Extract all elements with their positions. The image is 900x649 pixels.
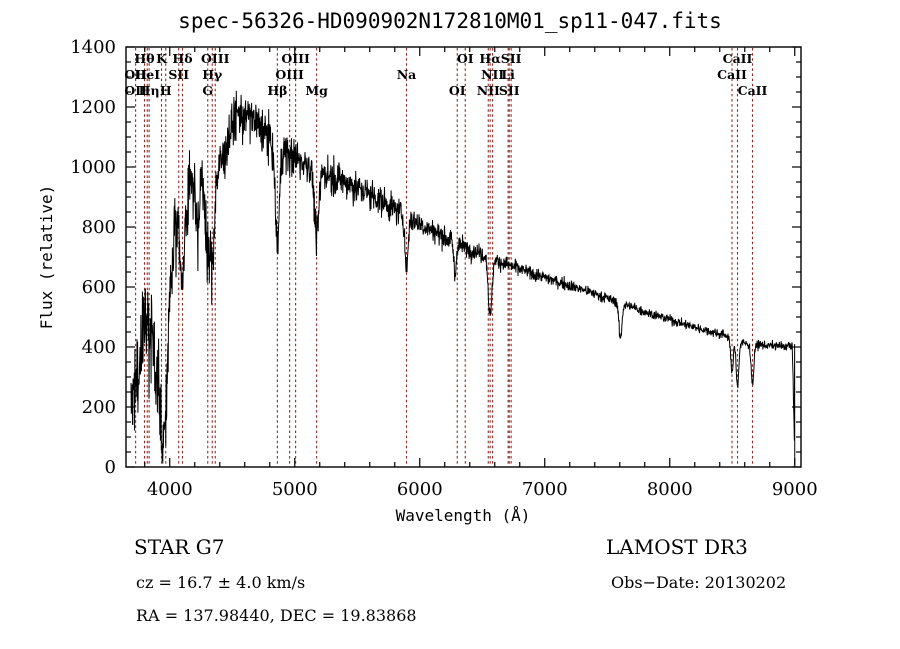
spectral-line-label: K <box>156 51 168 66</box>
spectral-line-label: NII <box>477 83 500 98</box>
spectral-line-label: SII <box>168 67 189 82</box>
spectral-line-label: OIII <box>281 51 310 66</box>
spectral-line-label: HeI <box>134 67 160 82</box>
spectral-line-labels: OIIOIIHθHeIHηKHSIIHδGHγOIIIHβOIIIOIIIMgN… <box>124 51 767 98</box>
object-class: STAR G7 <box>134 535 225 559</box>
spectral-line-label: OI <box>457 51 474 66</box>
x-tick-label: 7000 <box>522 479 568 500</box>
spectral-line-label: OIII <box>275 67 304 82</box>
spectral-line-label: G <box>202 83 213 98</box>
spectral-line-label: Hβ <box>267 83 287 98</box>
spectral-line-label: Hη <box>139 83 160 98</box>
y-tick-label: 400 <box>82 337 116 358</box>
x-axis-label: Wavelength (Å) <box>396 506 531 525</box>
y-tick-label: 600 <box>82 277 116 298</box>
spectral-line-label: Li <box>501 67 515 82</box>
spectral-line-label: OIII <box>201 51 230 66</box>
spectral-line-label: CaII <box>717 67 747 82</box>
y-tick-label: 0 <box>105 457 116 478</box>
spectrum-trace <box>130 90 796 465</box>
y-axis-label: Flux (relative) <box>37 185 56 330</box>
flux-curve <box>130 90 796 465</box>
spectral-line-label: Hα <box>479 51 501 66</box>
y-tick-label: 800 <box>82 217 116 238</box>
spectral-line-label: Hθ <box>134 51 154 66</box>
x-tick-label: 4000 <box>147 479 193 500</box>
x-tick-label: 8000 <box>647 479 693 500</box>
page-title: spec-56326-HD090902N172810M01_sp11-047.f… <box>178 9 722 33</box>
spectral-line-label: OII <box>124 67 147 82</box>
axis-ticks <box>126 46 801 468</box>
spectral-line-label: Na <box>397 67 417 82</box>
axis-tick-labels: 4000 5000 6000 7000 8000 9000 0 200 400 600 800 100… <box>70 37 817 500</box>
sky-coordinates: RA = 137.98440, DEC = 19.83868 <box>136 606 417 625</box>
y-tick-label: 1000 <box>70 157 116 178</box>
y-tick-label: 1200 <box>70 97 116 118</box>
spectral-line-label: NII <box>481 67 504 82</box>
spectral-line-label: OII <box>124 83 147 98</box>
x-tick-label: 9000 <box>772 479 818 500</box>
spectral-line-label: H <box>160 83 172 98</box>
spectral-line-label: Hδ <box>172 51 192 66</box>
spectral-line-label: SII <box>499 83 520 98</box>
y-tick-label: 1400 <box>70 37 116 58</box>
spectral-line-label: CaII <box>738 83 768 98</box>
survey-name: LAMOST DR3 <box>606 535 748 559</box>
spectral-line-label: Hγ <box>202 67 223 82</box>
x-tick-label: 5000 <box>272 479 318 500</box>
spectral-line-label: CaII <box>723 51 753 66</box>
spectral-line-label: SII <box>501 51 522 66</box>
redshift-velocity: cz = 16.7 ± 4.0 km/s <box>136 573 305 592</box>
spectral-line-label: OI <box>449 83 466 98</box>
x-tick-label: 6000 <box>397 479 443 500</box>
spectral-line-label: Mg <box>305 83 328 98</box>
y-tick-label: 200 <box>82 397 116 418</box>
observation-date: Obs−Date: 20130202 <box>611 573 786 592</box>
